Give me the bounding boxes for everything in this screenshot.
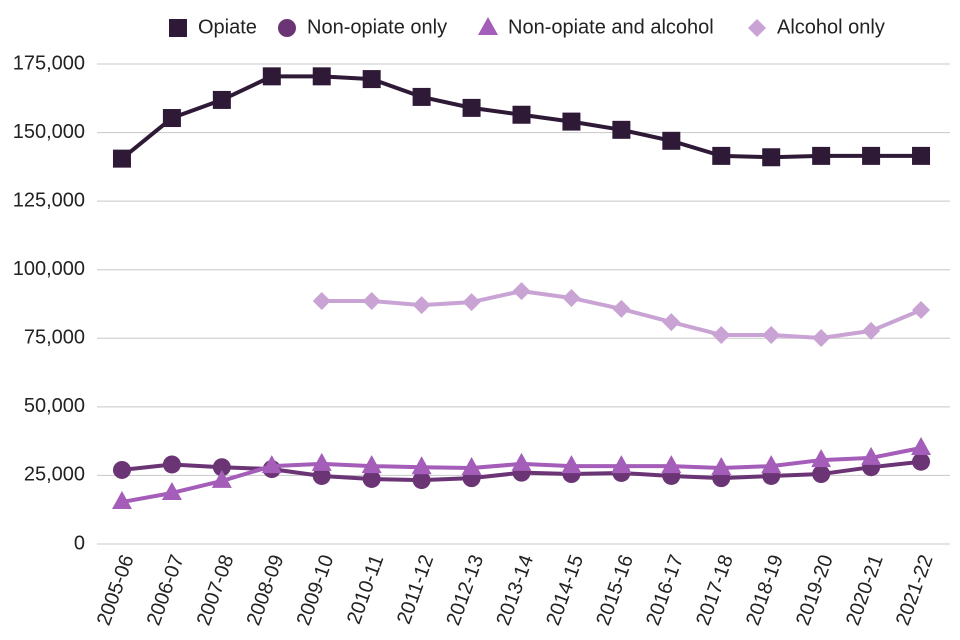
- marker: [161, 481, 182, 500]
- y-tick-label: 150,000: [13, 121, 85, 143]
- x-tick-label: 2019-20: [792, 552, 838, 629]
- marker: [261, 455, 282, 474]
- x-tick-label: 2016-17: [642, 552, 688, 629]
- legend-label: Alcohol only: [777, 16, 885, 38]
- y-tick-label: 50,000: [24, 395, 85, 417]
- marker: [362, 291, 381, 310]
- marker: [462, 293, 481, 312]
- x-tick-label: 2005-06: [93, 552, 139, 629]
- y-tick-label: 25,000: [24, 464, 85, 486]
- marker: [362, 70, 381, 89]
- marker: [362, 469, 381, 488]
- marker: [312, 466, 331, 485]
- marker: [512, 282, 531, 301]
- marker: [412, 87, 431, 106]
- legend-marker: [748, 19, 766, 37]
- marker: [661, 455, 682, 474]
- legend-marker: [478, 17, 498, 35]
- marker: [612, 120, 631, 139]
- marker: [861, 446, 882, 465]
- x-tick-label: 2018-19: [742, 552, 788, 629]
- marker: [712, 146, 731, 165]
- marker: [162, 455, 181, 474]
- marker: [461, 457, 482, 476]
- y-tick-label: 125,000: [13, 189, 85, 211]
- marker: [611, 455, 632, 474]
- marker: [662, 131, 681, 150]
- x-tick-label: 2012-13: [442, 552, 488, 629]
- marker: [812, 146, 831, 165]
- legend-marker: [169, 19, 187, 37]
- marker: [412, 471, 431, 490]
- marker: [312, 67, 331, 86]
- marker: [912, 146, 931, 165]
- marker: [462, 98, 481, 117]
- legend-marker: [278, 19, 296, 37]
- y-tick-label: 0: [74, 532, 85, 554]
- marker: [561, 455, 582, 474]
- marker: [712, 325, 731, 344]
- y-tick-label: 100,000: [13, 258, 85, 280]
- legend-label: Opiate: [198, 16, 257, 38]
- x-tick-label: 2013-14: [492, 552, 538, 629]
- x-tick-label: 2010-11: [343, 552, 388, 627]
- marker: [511, 452, 532, 471]
- marker: [211, 469, 232, 488]
- marker: [812, 329, 831, 348]
- x-tick-label: 2007-08: [193, 552, 239, 629]
- marker: [112, 149, 131, 168]
- marker: [812, 465, 831, 484]
- marker: [912, 452, 931, 471]
- x-tick-label: 2009-10: [293, 552, 339, 629]
- marker: [762, 148, 781, 167]
- y-tick-label: 175,000: [13, 52, 85, 74]
- marker: [361, 455, 382, 474]
- y-tick-label: 75,000: [24, 327, 85, 349]
- marker: [612, 299, 631, 318]
- marker: [711, 457, 732, 476]
- marker: [111, 491, 132, 510]
- marker: [312, 291, 331, 310]
- x-tick-label: 2020-21: [842, 552, 888, 629]
- x-tick-label: 2006-07: [143, 552, 189, 629]
- marker: [212, 458, 231, 477]
- marker: [912, 301, 931, 320]
- marker: [112, 460, 131, 479]
- marker: [562, 288, 581, 307]
- marker: [862, 321, 881, 340]
- marker: [662, 313, 681, 332]
- marker: [562, 112, 581, 131]
- marker: [311, 452, 332, 471]
- marker: [212, 90, 231, 109]
- x-tick-label: 2008-09: [243, 552, 289, 629]
- x-tick-label: 2015-16: [592, 552, 638, 629]
- marker: [762, 325, 781, 344]
- marker: [761, 455, 782, 474]
- marker: [811, 449, 832, 468]
- marker: [862, 146, 881, 165]
- legend-label: Non-opiate only: [307, 16, 447, 38]
- marker: [911, 437, 932, 455]
- marker: [162, 109, 181, 128]
- x-tick-label: 2021-22: [892, 552, 938, 629]
- x-tick-label: 2017-18: [692, 552, 738, 629]
- marker: [512, 105, 531, 124]
- marker: [262, 67, 281, 86]
- marker: [411, 456, 432, 475]
- marker: [412, 296, 431, 315]
- legend-label: Non-opiate and alcohol: [508, 16, 714, 38]
- x-tick-label: 2011-12: [393, 552, 438, 627]
- x-tick-label: 2014-15: [542, 552, 588, 629]
